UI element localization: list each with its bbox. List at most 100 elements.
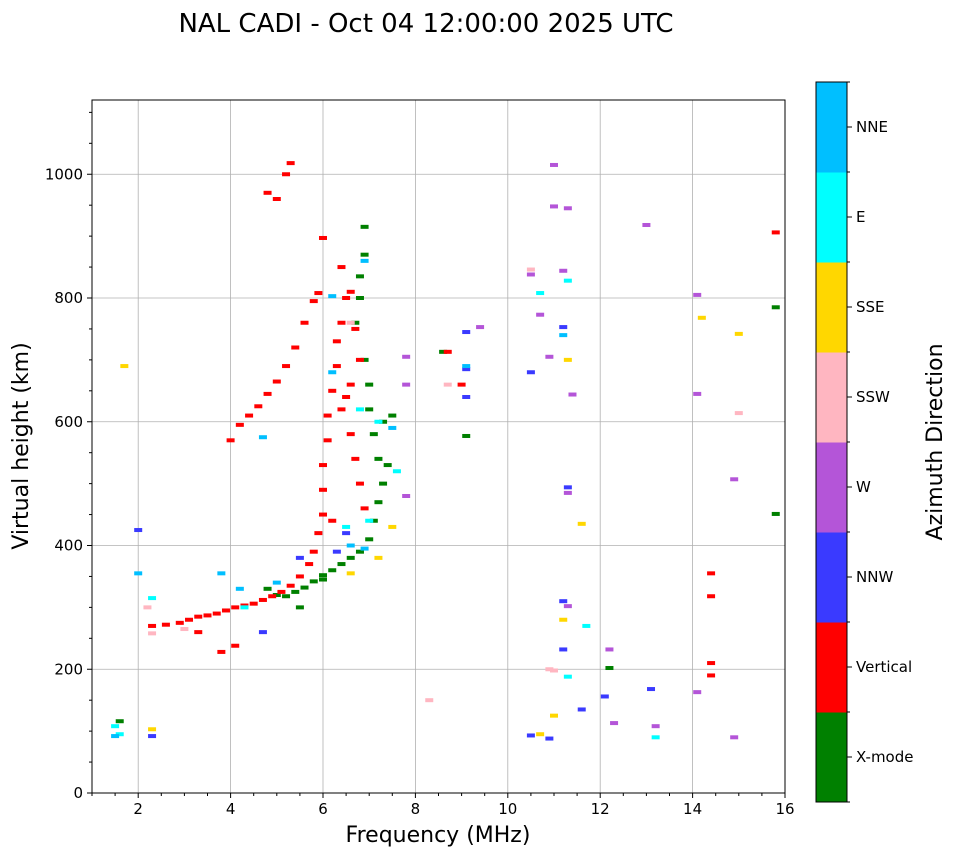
data-point-nnw	[545, 736, 554, 741]
data-point-vertical	[319, 235, 327, 240]
data-point-e	[240, 605, 249, 610]
data-point-vertical	[235, 422, 244, 427]
data-point-vertical	[263, 391, 272, 396]
data-point-w	[730, 735, 739, 740]
data-point-vertical	[332, 364, 341, 369]
x-tick-label: 14	[683, 800, 702, 818]
data-point-x-mode	[369, 432, 378, 437]
data-point-ssw	[425, 698, 434, 703]
data-point-x-mode	[263, 586, 272, 591]
data-point-x-mode	[605, 666, 614, 671]
data-point-vertical	[258, 597, 267, 602]
data-point-e	[148, 596, 157, 601]
data-point-x-mode	[383, 463, 392, 468]
data-point-vertical	[217, 649, 226, 654]
data-point-vertical	[231, 643, 240, 648]
data-point-vertical	[226, 438, 235, 443]
data-point-sse	[734, 331, 743, 336]
data-point-nnw	[600, 694, 609, 699]
data-point-w	[693, 391, 702, 396]
data-point-nne	[111, 734, 120, 739]
x-tick-label: 4	[226, 800, 236, 818]
data-point-vertical	[282, 172, 291, 177]
data-point-w	[563, 604, 572, 609]
data-point-x-mode	[360, 224, 369, 229]
x-axis: 2 4 6 8 10 12 14 16	[91, 793, 795, 818]
data-point-vertical	[212, 611, 221, 616]
data-point-ssw	[734, 411, 743, 416]
data-point-w	[651, 724, 660, 729]
data-point-nnw	[559, 647, 568, 652]
data-point-vertical	[305, 562, 314, 567]
data-point-vertical	[707, 673, 716, 678]
y-axis-label: Virtual height (km)	[9, 342, 34, 549]
data-point-x-mode	[360, 357, 369, 362]
data-point-sse	[120, 364, 129, 369]
data-point-vertical	[351, 326, 360, 331]
colorbar-label: NNE	[856, 118, 888, 136]
y-tick-label: 200	[54, 660, 83, 678]
data-point-vertical	[314, 291, 323, 296]
data-point-e	[563, 278, 572, 283]
data-point-sse	[550, 713, 558, 718]
colorbar-segment-nne	[816, 82, 847, 173]
data-point-x-mode	[374, 500, 383, 505]
data-point-vertical	[282, 364, 291, 369]
data-point-vertical	[277, 589, 286, 594]
data-point-x-mode	[365, 537, 374, 542]
data-point-x-mode	[355, 274, 364, 279]
colorbar-frame	[815, 81, 848, 803]
chart-title: NAL CADI - Oct 04 12:00:00 2025 UTC	[178, 9, 673, 39]
x-tick-label: 6	[318, 800, 328, 818]
x-axis-label: Frequency (MHz)	[346, 823, 531, 848]
data-point-w	[536, 312, 545, 317]
data-point-e	[563, 674, 572, 679]
data-point-x-mode	[300, 585, 309, 590]
data-point-w	[730, 477, 739, 482]
data-point-nne	[346, 543, 355, 548]
data-point-vertical	[309, 299, 318, 304]
data-point-e	[365, 518, 374, 523]
y-tick-label: 600	[54, 413, 83, 431]
data-point-vertical	[328, 388, 337, 393]
data-point-ssw	[545, 667, 554, 672]
data-point-w	[526, 272, 535, 277]
data-point-w	[559, 268, 568, 273]
data-point-vertical	[355, 357, 364, 362]
data-point-x-mode	[337, 562, 346, 567]
data-point-nne	[462, 364, 471, 369]
data-point-nne	[388, 425, 397, 430]
data-point-x-mode	[365, 382, 374, 387]
data-point-w	[550, 204, 558, 209]
data-point-vertical	[346, 382, 355, 387]
data-point-vertical	[707, 661, 716, 666]
x-tick-label: 16	[775, 800, 794, 818]
data-point-x-mode	[282, 594, 291, 599]
data-point-nnw	[559, 325, 568, 330]
data-point-w	[693, 292, 702, 297]
data-point-nne	[328, 294, 337, 299]
colorbar-segment-nnw	[816, 532, 847, 623]
data-point-vertical	[443, 349, 452, 354]
data-point-ssw	[143, 605, 152, 610]
colorbar-label: SSW	[856, 388, 890, 406]
data-point-vertical	[771, 230, 780, 235]
data-point-ssw	[148, 631, 157, 636]
data-point-vertical	[309, 549, 318, 554]
data-point-w	[568, 392, 577, 397]
data-point-vertical	[351, 456, 360, 461]
data-point-nnw	[526, 370, 535, 375]
data-point-e	[355, 407, 364, 412]
data-point-vertical	[342, 296, 351, 300]
data-point-x-mode	[319, 577, 327, 582]
data-point-w	[563, 490, 572, 495]
data-point-ssw	[550, 668, 558, 673]
data-point-nnw	[563, 485, 572, 490]
data-point-x-mode	[346, 555, 355, 560]
data-point-nne	[360, 546, 369, 551]
data-point-nnw	[462, 395, 471, 399]
data-point-w	[550, 162, 558, 167]
data-point-vertical	[185, 617, 194, 622]
data-point-w	[693, 690, 702, 695]
data-point-x-mode	[439, 349, 448, 354]
